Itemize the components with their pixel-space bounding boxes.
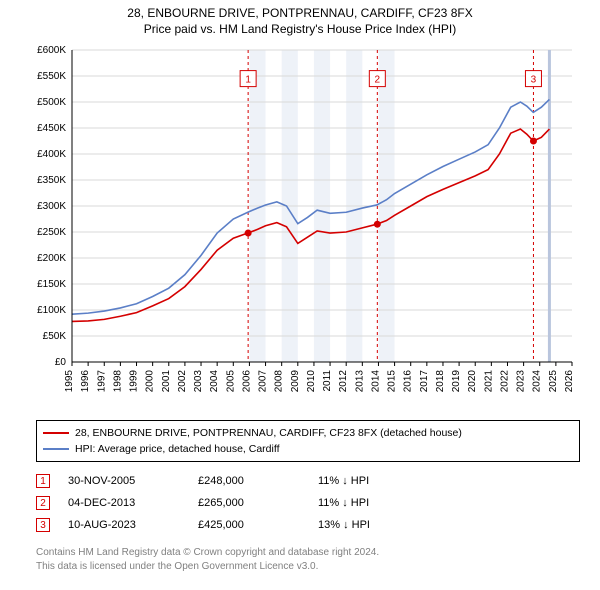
price-chart: £0 £50K £100K £150K £200K £250K £300K £350K £400…: [20, 42, 580, 412]
sale-price: £425,000: [198, 519, 318, 531]
svg-text:2016: 2016: [403, 370, 414, 393]
title-block: 28, ENBOURNE DRIVE, PONTPRENNAU, CARDIFF…: [0, 0, 600, 38]
svg-text:2021: 2021: [483, 370, 494, 393]
svg-text:2026: 2026: [564, 370, 575, 393]
sale-row: 3 10-AUG-2023£425,00013% ↓ HPI: [36, 514, 580, 536]
footnote-line1: Contains HM Land Registry data © Crown c…: [36, 546, 580, 560]
legend-swatch: [43, 448, 69, 450]
svg-text:2013: 2013: [354, 370, 365, 393]
svg-text:2008: 2008: [274, 370, 285, 393]
svg-text:2025: 2025: [548, 370, 559, 393]
sale-price: £265,000: [198, 497, 318, 509]
svg-text:£150K: £150K: [37, 279, 66, 290]
svg-text:2000: 2000: [145, 370, 156, 393]
svg-text:2003: 2003: [193, 370, 204, 393]
svg-text:2002: 2002: [177, 370, 188, 393]
svg-text:2005: 2005: [225, 370, 236, 393]
sale-date: 30-NOV-2005: [68, 475, 198, 487]
sale-date: 10-AUG-2023: [68, 519, 198, 531]
sale-marker: 2: [36, 496, 50, 510]
svg-text:1: 1: [245, 75, 251, 86]
svg-text:2019: 2019: [451, 370, 462, 393]
legend-label: 28, ENBOURNE DRIVE, PONTPRENNAU, CARDIFF…: [75, 427, 462, 439]
title-address: 28, ENBOURNE DRIVE, PONTPRENNAU, CARDIFF…: [10, 6, 590, 20]
svg-text:2018: 2018: [435, 370, 446, 393]
svg-text:2017: 2017: [419, 370, 430, 393]
svg-text:£600K: £600K: [37, 45, 66, 56]
svg-text:1996: 1996: [80, 370, 91, 393]
chart-area: £0 £50K £100K £150K £200K £250K £300K £350K £400…: [20, 42, 580, 412]
svg-text:3: 3: [531, 75, 537, 86]
sale-row: 1 30-NOV-2005£248,00011% ↓ HPI: [36, 470, 580, 492]
svg-text:£550K: £550K: [37, 71, 66, 82]
svg-text:£500K: £500K: [37, 97, 66, 108]
sale-marker: 3: [36, 518, 50, 532]
sales-table: 1 30-NOV-2005£248,00011% ↓ HPI 2 04-DEC-201…: [36, 470, 580, 536]
svg-text:2022: 2022: [499, 370, 510, 393]
svg-text:2012: 2012: [338, 370, 349, 393]
legend-row: HPI: Average price, detached house, Card…: [43, 441, 573, 457]
svg-text:£350K: £350K: [37, 175, 66, 186]
sale-price: £248,000: [198, 475, 318, 487]
svg-text:2020: 2020: [467, 370, 478, 393]
svg-text:£300K: £300K: [37, 201, 66, 212]
svg-text:£200K: £200K: [37, 253, 66, 264]
svg-text:2007: 2007: [258, 370, 269, 393]
figure-root: 28, ENBOURNE DRIVE, PONTPRENNAU, CARDIFF…: [0, 0, 600, 590]
footnote-line2: This data is licensed under the Open Gov…: [36, 560, 580, 574]
legend-row: 28, ENBOURNE DRIVE, PONTPRENNAU, CARDIFF…: [43, 425, 573, 441]
svg-text:£400K: £400K: [37, 149, 66, 160]
svg-text:2: 2: [375, 75, 381, 86]
sale-row: 2 04-DEC-2013£265,00011% ↓ HPI: [36, 492, 580, 514]
svg-text:2014: 2014: [370, 370, 381, 393]
svg-text:2011: 2011: [322, 370, 333, 392]
legend-label: HPI: Average price, detached house, Card…: [75, 443, 280, 455]
svg-text:£50K: £50K: [43, 331, 67, 342]
svg-text:1998: 1998: [112, 370, 123, 393]
svg-text:1997: 1997: [96, 370, 107, 393]
svg-text:£100K: £100K: [37, 305, 66, 316]
svg-text:2024: 2024: [532, 370, 543, 393]
svg-text:2004: 2004: [209, 370, 220, 393]
svg-text:£250K: £250K: [37, 227, 66, 238]
svg-text:2006: 2006: [241, 370, 252, 393]
svg-text:2009: 2009: [290, 370, 301, 393]
sale-delta: 11% ↓ HPI: [318, 475, 438, 487]
legend: 28, ENBOURNE DRIVE, PONTPRENNAU, CARDIFF…: [36, 420, 580, 462]
sale-date: 04-DEC-2013: [68, 497, 198, 509]
sale-delta: 11% ↓ HPI: [318, 497, 438, 509]
title-subtitle: Price paid vs. HM Land Registry's House …: [10, 22, 590, 36]
svg-text:2010: 2010: [306, 370, 317, 393]
sale-delta: 13% ↓ HPI: [318, 519, 438, 531]
svg-text:1995: 1995: [64, 370, 75, 393]
svg-text:2023: 2023: [516, 370, 527, 393]
legend-swatch: [43, 432, 69, 434]
svg-text:2001: 2001: [161, 370, 172, 393]
svg-text:2015: 2015: [387, 370, 398, 393]
footnote: Contains HM Land Registry data © Crown c…: [36, 546, 580, 573]
sale-marker: 1: [36, 474, 50, 488]
svg-text:£450K: £450K: [37, 123, 66, 134]
svg-text:£0: £0: [55, 357, 67, 368]
svg-text:1999: 1999: [129, 370, 140, 393]
